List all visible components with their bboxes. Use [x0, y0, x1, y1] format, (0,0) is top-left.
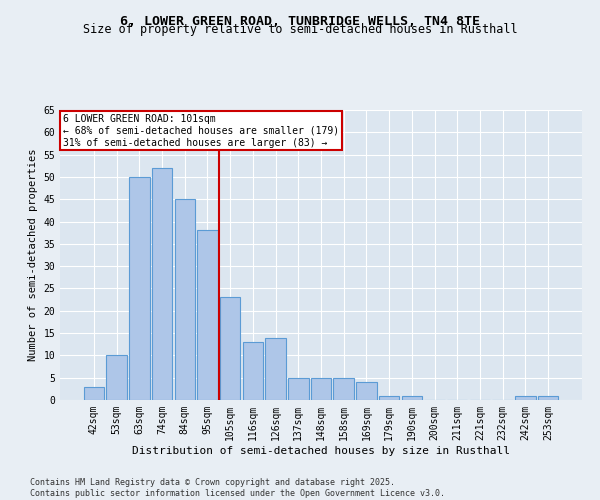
Text: 6, LOWER GREEN ROAD, TUNBRIDGE WELLS, TN4 8TE: 6, LOWER GREEN ROAD, TUNBRIDGE WELLS, TN…: [120, 15, 480, 28]
Bar: [84, 386, 104, 400]
Bar: [106, 356, 127, 400]
Bar: [288, 378, 308, 400]
Bar: [175, 199, 195, 400]
Bar: [265, 338, 286, 400]
Bar: [197, 230, 218, 400]
Bar: [379, 396, 400, 400]
Bar: [311, 378, 331, 400]
Bar: [242, 342, 263, 400]
X-axis label: Distribution of semi-detached houses by size in Rusthall: Distribution of semi-detached houses by …: [132, 446, 510, 456]
Bar: [356, 382, 377, 400]
Bar: [334, 378, 354, 400]
Bar: [220, 298, 241, 400]
Text: 6 LOWER GREEN ROAD: 101sqm
← 68% of semi-detached houses are smaller (179)
31% o: 6 LOWER GREEN ROAD: 101sqm ← 68% of semi…: [62, 114, 339, 148]
Text: Size of property relative to semi-detached houses in Rusthall: Size of property relative to semi-detach…: [83, 22, 517, 36]
Bar: [152, 168, 172, 400]
Y-axis label: Number of semi-detached properties: Number of semi-detached properties: [28, 149, 38, 361]
Bar: [538, 396, 558, 400]
Bar: [401, 396, 422, 400]
Text: Contains HM Land Registry data © Crown copyright and database right 2025.
Contai: Contains HM Land Registry data © Crown c…: [30, 478, 445, 498]
Bar: [129, 177, 149, 400]
Bar: [515, 396, 536, 400]
